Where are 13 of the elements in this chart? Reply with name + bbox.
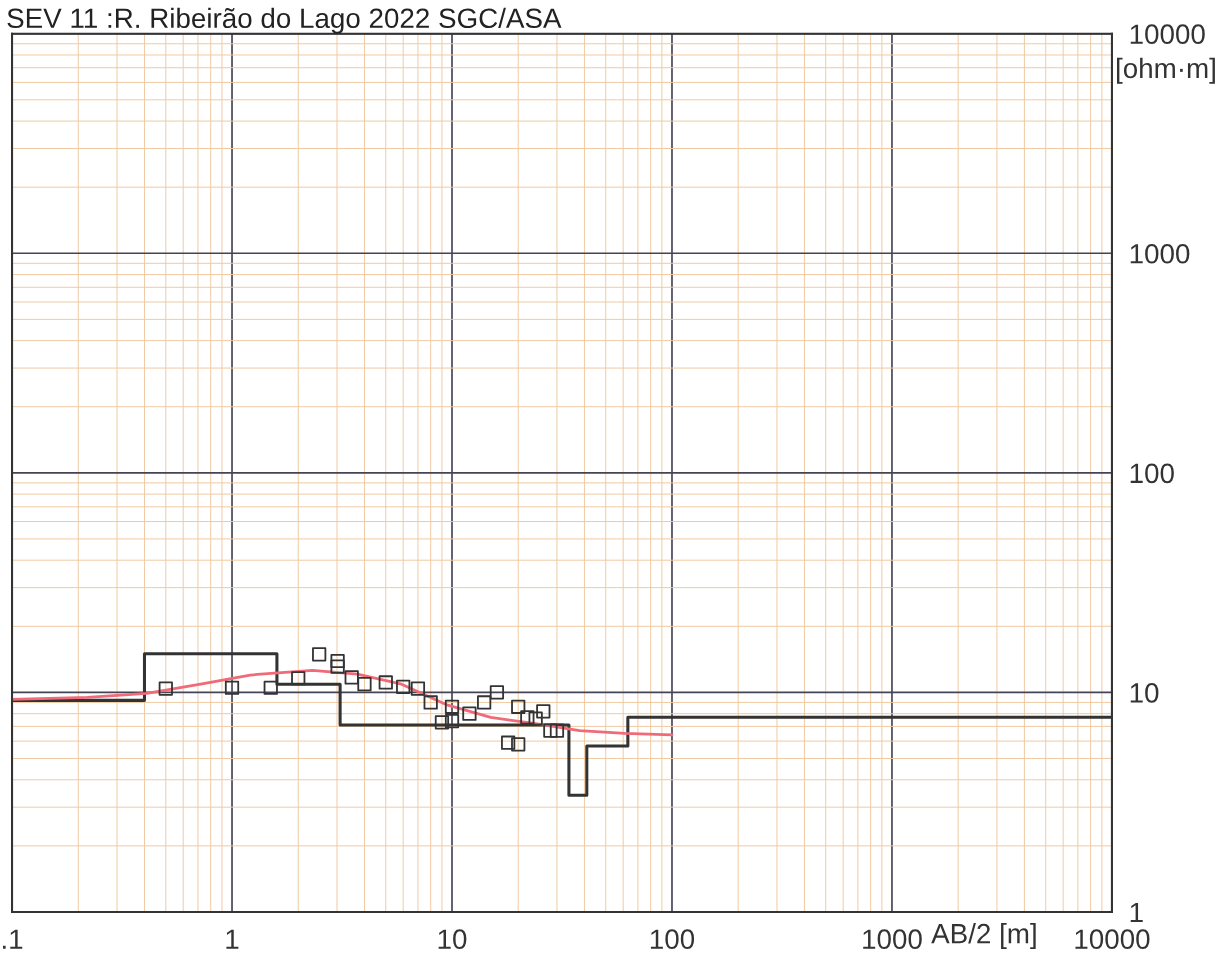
y-axis-title: [ohm·m] <box>1117 57 1215 84</box>
y-tick-label: 1000 <box>1130 243 1190 264</box>
x-tick-label: 1 <box>226 929 239 949</box>
y-tick-label: 1 <box>1130 902 1143 923</box>
y-tick-label: 10000 <box>1130 24 1205 45</box>
chart-title: SEV 11 :R. Ribeirão do Lago 2022 SGC/ASA <box>7 7 562 34</box>
y-tick-label: 10 <box>1130 683 1159 703</box>
x-axis-title: AB/2 [m] <box>931 923 1036 949</box>
x-tick-label: 1000 <box>863 929 922 950</box>
x-tick-label: .1 <box>2 929 23 949</box>
x-tick-label: 100 <box>650 929 695 950</box>
x-tick-label: 10 <box>438 929 467 950</box>
y-tick-label: 100 <box>1130 463 1174 484</box>
